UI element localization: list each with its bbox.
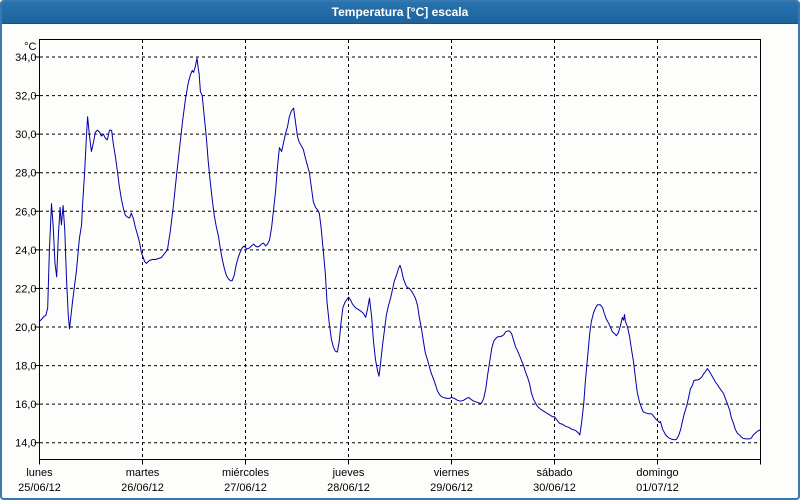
- x-day-label: domingo: [636, 467, 678, 479]
- x-date-label: 26/06/12: [121, 482, 164, 494]
- y-tick-label: 30,0: [15, 129, 36, 141]
- y-tick-label: 32,0: [15, 91, 36, 103]
- x-date-label: 30/06/12: [533, 482, 576, 494]
- temperature-line: [39, 57, 761, 441]
- x-date-label: 01/07/12: [636, 482, 679, 494]
- y-tick-label: 24,0: [15, 245, 36, 257]
- x-day-label: martes: [126, 467, 160, 479]
- x-day-label: jueves: [332, 467, 365, 479]
- y-tick-label: 20,0: [15, 322, 36, 334]
- x-day-label: lunes: [26, 467, 53, 479]
- y-tick-label: 22,0: [15, 283, 36, 295]
- y-tick-label: 26,0: [15, 206, 36, 218]
- x-date-label: 29/06/12: [430, 482, 473, 494]
- x-day-label: sábado: [536, 467, 572, 479]
- y-tick-label: 28,0: [15, 168, 36, 180]
- y-tick-label: 16,0: [15, 399, 36, 411]
- title-bar: Temperatura [°C] escala: [2, 2, 798, 24]
- y-tick-label: 14,0: [15, 438, 36, 450]
- x-day-label: miércoles: [222, 467, 270, 479]
- window-title: Temperatura [°C] escala: [331, 5, 469, 19]
- x-date-label: 28/06/12: [327, 482, 370, 494]
- y-tick-label: 34,0: [15, 52, 36, 64]
- plot-border: [39, 39, 761, 460]
- x-day-label: viernes: [434, 467, 470, 479]
- y-tick-label: 18,0: [15, 361, 36, 373]
- x-date-label: 25/06/12: [18, 482, 61, 494]
- y-unit-label: °C: [24, 41, 36, 53]
- x-date-label: 27/06/12: [224, 482, 267, 494]
